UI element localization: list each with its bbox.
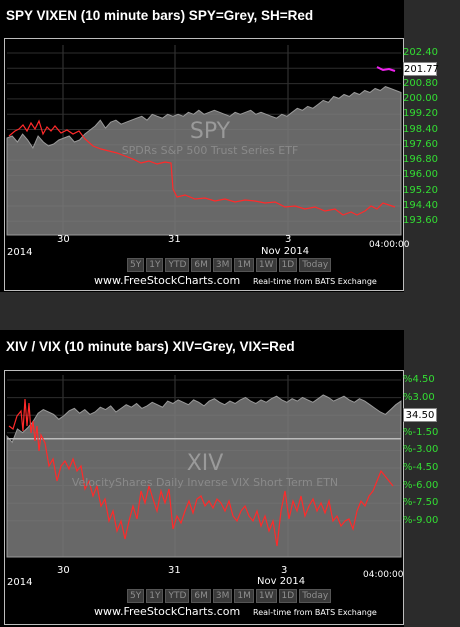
xiv-x-label-time: 04:00:00	[363, 570, 404, 580]
timeframe-button-6m[interactable]: 6M	[191, 258, 211, 272]
y-tick-label: %-4.50	[403, 462, 439, 473]
y-tick-label: 195.20	[403, 184, 438, 196]
spy-x-label-2014: 2014	[7, 247, 33, 258]
xiv-panel-title: XIV / VIX (10 minute bars) XIV=Grey, VIX…	[6, 339, 295, 354]
y-tick-label: %-3.00	[403, 444, 439, 456]
timeframe-button-1m[interactable]: 1M	[234, 258, 254, 272]
xiv-x-label-30: 30	[57, 565, 70, 576]
spy-panel: SPY VIXEN (10 minute bars) SPY=Grey, SH=…	[0, 0, 439, 292]
xiv-watermark: XIV VelocityShares Daily Inverse VIX Sho…	[60, 451, 350, 489]
y-tick-label: 196.00	[403, 169, 438, 181]
xiv-footer-realtime: Real-time from BATS Exchange	[253, 608, 377, 617]
y-tick-label: %3.00	[403, 391, 435, 403]
timeframe-button-1y[interactable]: 1Y	[146, 589, 164, 603]
xiv-x-label-2014: 2014	[7, 577, 33, 588]
xiv-footer-site[interactable]: www.FreeStockCharts.com	[94, 605, 241, 618]
spy-x-label-31: 31	[168, 234, 181, 245]
timeframe-button-3m[interactable]: 3M	[212, 258, 233, 272]
timeframe-button-1w[interactable]: 1W	[255, 258, 277, 272]
last-price-marker	[376, 66, 396, 72]
timeframe-button-ytd[interactable]: YTD	[165, 258, 190, 272]
timeframe-button-today[interactable]: Today	[299, 589, 332, 603]
timeframe-button-5y[interactable]: 5Y	[127, 258, 145, 272]
overlay-red-line	[8, 119, 396, 216]
spy-price-box: 201.77	[403, 62, 439, 76]
spy-x-label-30: 30	[57, 234, 70, 245]
xiv-x-sub-label: Nov 2014	[257, 576, 306, 587]
y-tick-label: 199.20	[403, 108, 438, 120]
spy-timeframe-bar: 5Y 1Y YTD 6M 3M 1M 1W 1D Today	[127, 258, 332, 272]
y-tick-label: %-1.50	[403, 426, 439, 438]
y-tick-label: 202.40	[403, 47, 438, 58]
y-tick-label: 197.60	[403, 138, 438, 150]
y-tick-label: 196.80	[403, 154, 438, 166]
y-tick-label: %4.50	[403, 374, 435, 385]
series-spy-area	[6, 86, 402, 236]
y-tick-label: %-7.50	[403, 497, 439, 509]
timeframe-button-1d[interactable]: 1D	[278, 258, 298, 272]
series-xiv-area	[6, 394, 402, 558]
y-tick-label: %-6.00	[403, 479, 439, 491]
timeframe-button-1m[interactable]: 1M	[234, 589, 254, 603]
spy-chart-frame: SPY SPDRs S&P 500 Trust Series ETF 202.4…	[4, 38, 439, 291]
y-tick-label: %-9.00	[403, 514, 439, 526]
spy-watermark: SPY SPDRs S&P 500 Trust Series ETF	[105, 119, 315, 157]
timeframe-button-1y[interactable]: 1Y	[146, 258, 164, 272]
xiv-panel: XIV / VIX (10 minute bars) XIV=Grey, VIX…	[0, 330, 438, 627]
spy-x-label-time: 04:00:00	[369, 240, 410, 250]
spy-footer-site[interactable]: www.FreeStockCharts.com	[94, 274, 241, 287]
y-tick-label: 194.40	[403, 200, 438, 211]
spy-x-sub-label: Nov 2014	[261, 246, 310, 257]
spy-x-label-3: 3	[285, 234, 292, 245]
spy-chart	[6, 45, 402, 236]
xiv-watermark-desc: VelocityShares Daily Inverse VIX Short T…	[71, 476, 339, 489]
xiv-price-box: 34.50	[403, 408, 437, 422]
spy-footer-realtime: Real-time from BATS Exchange	[253, 277, 377, 286]
timeframe-button-6m[interactable]: 6M	[191, 589, 211, 603]
timeframe-button-ytd[interactable]: YTD	[165, 589, 190, 603]
timeframe-button-1w[interactable]: 1W	[255, 589, 277, 603]
y-tick-label: 198.40	[403, 123, 438, 135]
timeframe-button-today[interactable]: Today	[299, 258, 332, 272]
overlay-red-line	[8, 398, 394, 547]
timeframe-button-5y[interactable]: 5Y	[127, 589, 145, 603]
y-tick-label: 200.00	[403, 92, 438, 104]
y-tick-label: 193.60	[403, 215, 438, 227]
spy-watermark-desc: SPDRs S&P 500 Trust Series ETF	[121, 144, 299, 157]
xiv-watermark-symbol: XIV	[186, 451, 224, 476]
spy-panel-title: SPY VIXEN (10 minute bars) SPY=Grey, SH=…	[6, 8, 314, 23]
xiv-x-label-3: 3	[281, 565, 288, 576]
y-tick-label: 200.80	[403, 77, 438, 89]
timeframe-button-1d[interactable]: 1D	[278, 589, 298, 603]
xiv-chart-frame: XIV VelocityShares Daily Inverse VIX Sho…	[4, 370, 438, 625]
spy-watermark-symbol: SPY	[189, 119, 231, 144]
xiv-x-label-31: 31	[168, 565, 181, 576]
timeframe-button-3m[interactable]: 3M	[212, 589, 233, 603]
xiv-timeframe-bar: 5Y 1Y YTD 6M 3M 1M 1W 1D Today	[127, 589, 332, 603]
xiv-chart	[6, 375, 402, 558]
